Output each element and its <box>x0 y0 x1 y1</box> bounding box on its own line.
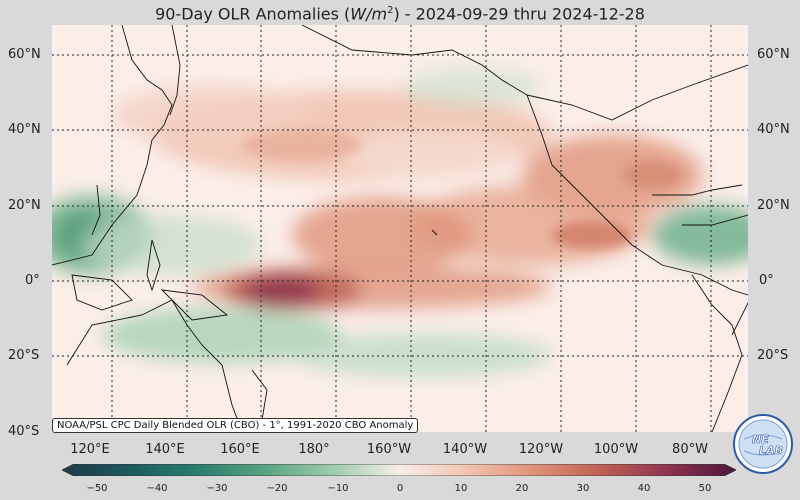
lat-label-right-20n: 20°N <box>757 198 790 213</box>
lon-label-140e: 140°E <box>145 442 185 457</box>
map-title: 90-Day OLR Anomalies (W/m2) - 2024-09-29… <box>155 4 645 24</box>
lat-label-left-20s: 20°S <box>8 348 40 363</box>
lon-label-120w: 120°W <box>518 442 564 457</box>
lon-label-120e: 120°E <box>70 442 110 457</box>
lat-label-left-20n: 20°N <box>8 198 41 213</box>
lon-label-80w: 80°W <box>672 442 708 457</box>
lat-label-right-40n: 40°N <box>757 122 790 137</box>
data-source-label: NOAA/PSL CPC Daily Blended OLR (CBO) - 1… <box>52 418 419 433</box>
lat-label-left-40n: 40°N <box>8 122 41 137</box>
anomaly-field <box>52 67 748 377</box>
svg-text:LAB: LAB <box>759 444 783 457</box>
colorbar-tick: 50 <box>698 483 712 494</box>
colorbar-tick: 0 <box>396 483 404 494</box>
lat-label-left-60n: 60°N <box>8 47 41 62</box>
svg-text:NE: NE <box>752 433 769 446</box>
colorbar-bar <box>62 464 736 476</box>
colorbar-tick: −50 <box>86 483 108 494</box>
colorbar-tick: 20 <box>515 483 529 494</box>
lon-label-100w: 100°W <box>593 442 639 457</box>
lat-label-left-40s: 40°S <box>8 424 40 439</box>
anomaly-detail <box>242 129 682 249</box>
graticule <box>52 25 748 432</box>
nelab-logo: NE LAB <box>733 414 793 474</box>
colorbar-tick: −40 <box>146 483 168 494</box>
olr-anomaly-map <box>52 25 748 432</box>
colorbar-tick: 30 <box>576 483 590 494</box>
lon-label-160w: 160°W <box>366 442 412 457</box>
colorbar <box>62 464 736 476</box>
lat-label-left-0: 0° <box>25 273 40 288</box>
colorbar-tick: 10 <box>454 483 468 494</box>
colorbar-tick: −10 <box>327 483 349 494</box>
colorbar-tick: −20 <box>266 483 288 494</box>
map-canvas <box>52 25 748 432</box>
lat-label-right-20s: 20°S <box>757 348 789 363</box>
colorbar-tick: −30 <box>206 483 228 494</box>
colorbar-tick: 40 <box>637 483 651 494</box>
lon-label-140w: 140°W <box>442 442 488 457</box>
lon-label-160e: 160°E <box>220 442 260 457</box>
lon-label-180: 180° <box>298 442 330 457</box>
lat-label-right-60n: 60°N <box>757 47 790 62</box>
lat-label-right-0: 0° <box>759 273 774 288</box>
